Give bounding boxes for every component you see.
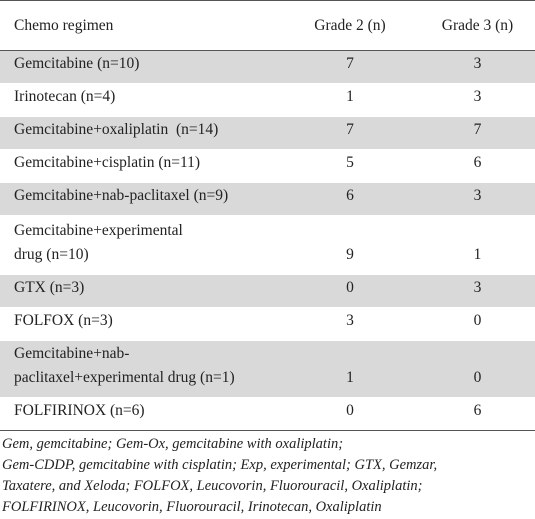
header-grade-3: Grade 3 (n) <box>441 16 514 34</box>
grade-2-cell: 1 <box>346 369 354 386</box>
table-row: FOLFOX (n=3) 3 0 <box>0 308 535 341</box>
table-row: Gemcitabine (n=10) 7 3 <box>0 50 535 84</box>
regimen-line: paclitaxel+experimental drug (n=1) <box>14 369 235 386</box>
grade-3-cell: 0 <box>473 312 482 329</box>
header-chemo-regimen: Chemo regimen <box>14 16 114 34</box>
table-row: Gemcitabine+oxaliplatin (n=14) 7 7 <box>0 116 535 150</box>
header-grade-2: Grade 2 (n) <box>314 16 386 34</box>
grade-3-cell: 3 <box>473 55 482 72</box>
regimen-cell: Gemcitabine+oxaliplatin (n=14) <box>14 121 219 138</box>
grade-3-cell: 6 <box>473 154 482 171</box>
table-row: GTX (n=3) 0 3 <box>0 274 535 308</box>
grade-2-cell: 6 <box>346 187 354 204</box>
table-header-row: Chemo regimen Grade 2 (n) Grade 3 (n) <box>0 0 535 51</box>
footnote-line: Gem, gemcitabine; Gem-Ox, gemcitabine wi… <box>2 436 344 452</box>
table-row: FOLFIRINOX (n=6) 0 6 <box>0 398 535 431</box>
grade-3-cell: 1 <box>473 246 482 263</box>
regimen-cell: Gemcitabine+experimental drug (n=10) <box>0 216 280 275</box>
grade-3-cell: 3 <box>473 88 482 105</box>
table-row: Irinotecan (n=4) 1 3 <box>0 84 535 117</box>
grade-3-cell: 0 <box>473 369 482 386</box>
grade-2-cell: 5 <box>346 154 354 171</box>
grade-2-cell: 1 <box>346 88 354 105</box>
footnote-line: Gem-CDDP, gemcitabine with cisplatin; Ex… <box>2 457 438 473</box>
grade-2-cell: 7 <box>346 55 354 72</box>
grade-2-cell: 3 <box>346 312 354 329</box>
grade-2-cell: 0 <box>346 402 354 419</box>
table-footnote: Gem, gemcitabine; Gem-Ox, gemcitabine wi… <box>2 434 532 518</box>
grade-2-cell: 0 <box>346 279 354 296</box>
regimen-line: drug (n=10) <box>14 246 89 263</box>
grade-3-cell: 3 <box>473 187 482 204</box>
table-row: Gemcitabine+nab- paclitaxel+experimental… <box>0 340 535 398</box>
data-table-container: Chemo regimen Grade 2 (n) Grade 3 (n) Ge… <box>0 0 535 431</box>
grade-2-cell: 7 <box>346 121 354 138</box>
table-row: Gemcitabine+cisplatin (n=11) 5 6 <box>0 150 535 183</box>
regimen-cell: Gemcitabine (n=10) <box>14 55 140 72</box>
regimen-line: Gemcitabine+nab- <box>14 345 130 362</box>
chemo-toxicity-table: Chemo regimen Grade 2 (n) Grade 3 (n) Ge… <box>0 0 535 431</box>
regimen-cell: FOLFIRINOX (n=6) <box>14 402 145 419</box>
regimen-cell: Gemcitabine+nab- paclitaxel+experimental… <box>0 341 280 398</box>
regimen-cell: Gemcitabine+cisplatin (n=11) <box>14 154 201 171</box>
regimen-cell: Gemcitabine+nab-paclitaxel (n=9) <box>14 187 229 204</box>
grade-2-cell: 9 <box>346 246 354 263</box>
regimen-cell: FOLFOX (n=3) <box>14 312 113 329</box>
regimen-cell: GTX (n=3) <box>14 279 85 296</box>
regimen-cell: Irinotecan (n=4) <box>14 88 116 105</box>
grade-3-cell: 3 <box>473 279 482 296</box>
grade-3-cell: 6 <box>473 402 482 419</box>
footnote-line: Taxatere, and Xeloda; FOLFOX, Leucovorin… <box>2 478 423 494</box>
regimen-line: Gemcitabine+experimental <box>14 222 183 239</box>
footnote-line: FOLFIRINOX, Leucovorin, Fluorouracil, Ir… <box>2 499 382 515</box>
table-row: Gemcitabine+experimental drug (n=10) 9 1 <box>0 216 535 275</box>
table-row: Gemcitabine+nab-paclitaxel (n=9) 6 3 <box>0 182 535 216</box>
grade-3-cell: 7 <box>473 121 482 138</box>
